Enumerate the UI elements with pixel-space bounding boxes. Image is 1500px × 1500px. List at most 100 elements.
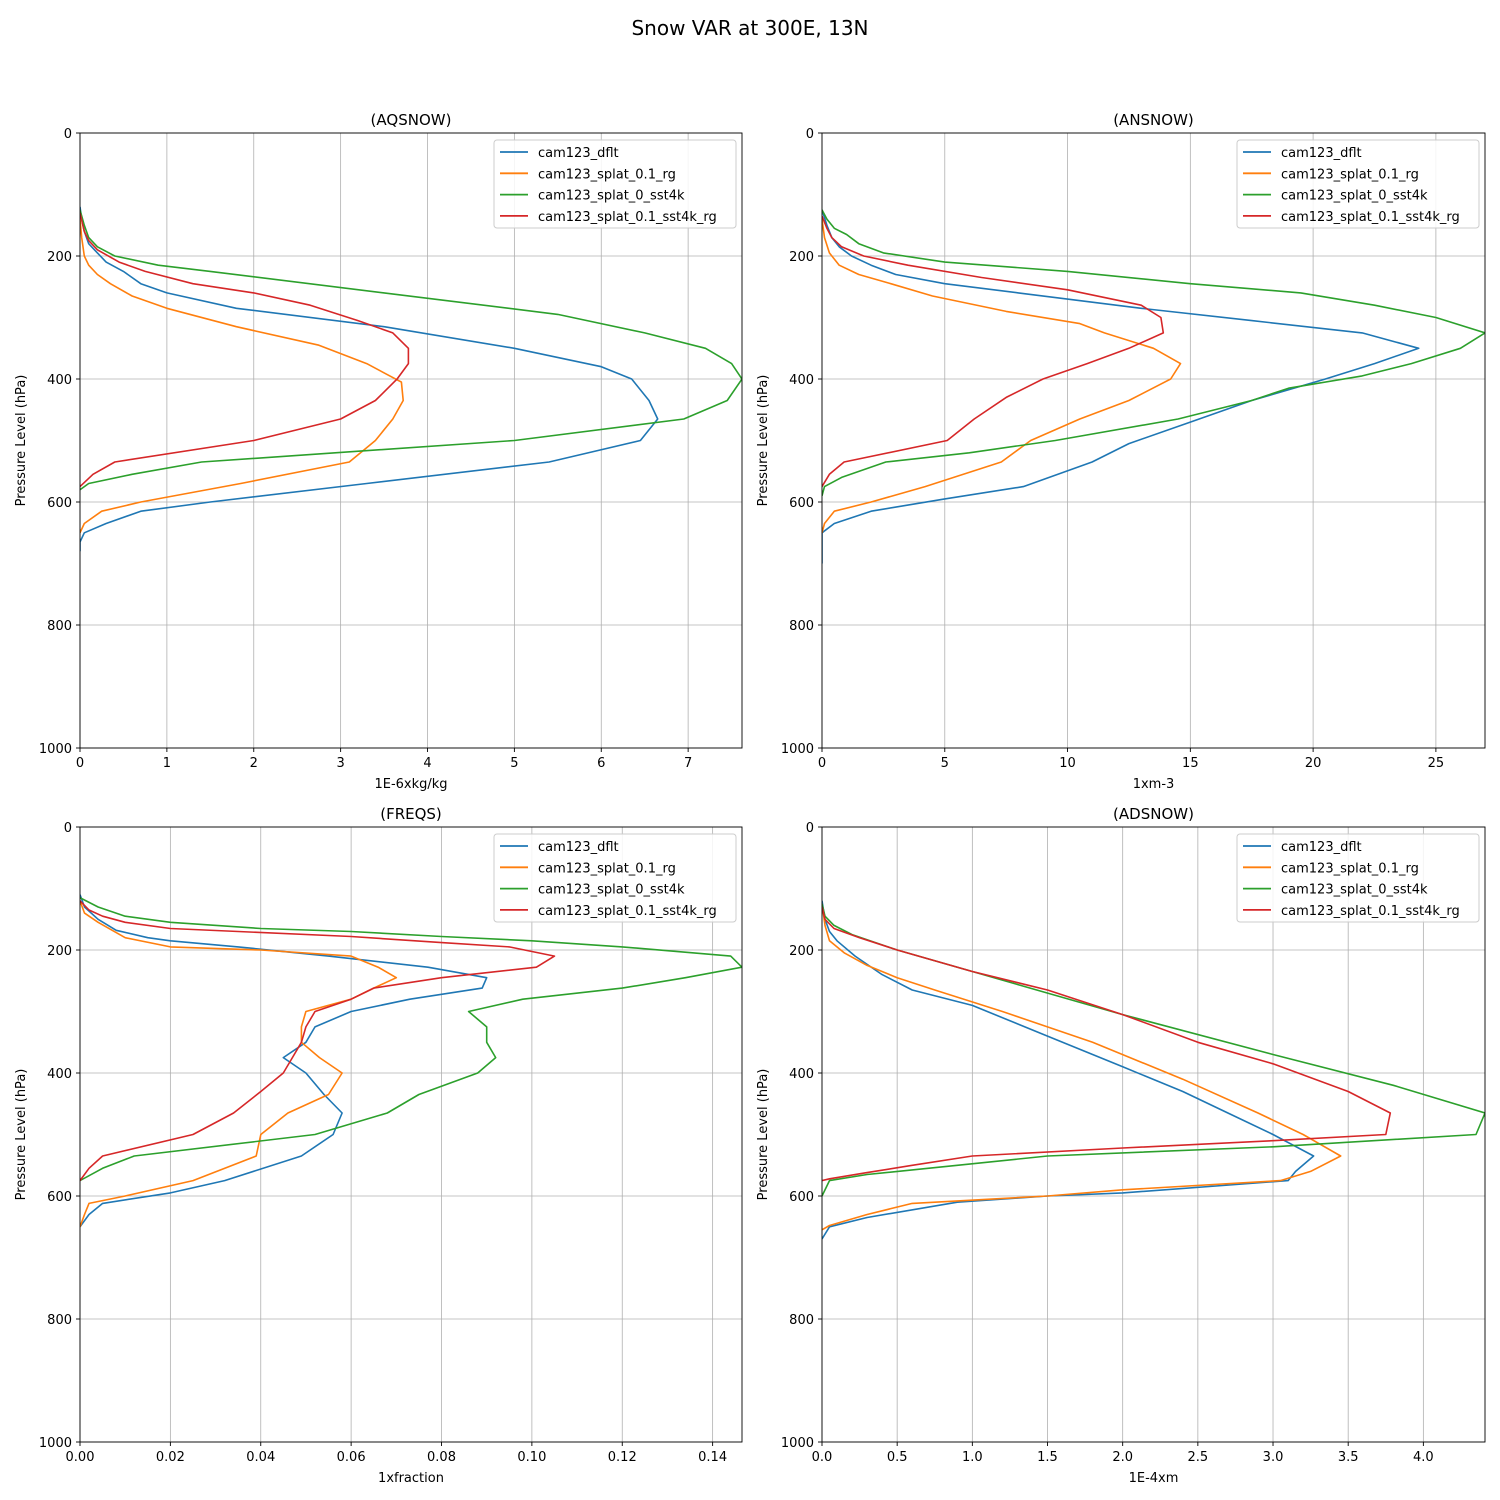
subplot-title: (ADSNOW) <box>1113 805 1194 823</box>
y-axis-label: Pressure Level (hPa) <box>14 1069 29 1201</box>
y-tick-label: 200 <box>789 944 814 959</box>
chart-panel-2: 0 5 10 15 20 25 0 200 400 600 800 1000 (ANSNOW) 1xm-3… <box>756 111 1486 792</box>
y-tick-label: 200 <box>47 944 72 959</box>
x-axis-label: 1xfraction <box>378 1471 444 1486</box>
chart-panel-4: 0.0 0.5 1.0 1.5 2.0 2.5 3.0 3.5 4.0 0 200 400 600 800… <box>756 805 1486 1486</box>
y-tick-label: 800 <box>47 619 72 634</box>
legend-box <box>493 139 737 229</box>
x-tick-label: 0.14 <box>698 1450 727 1465</box>
figure-title: Snow VAR at 300E, 13N <box>631 16 869 40</box>
x-tick-label: 20 <box>1305 756 1322 771</box>
legend-label: cam123_splat_0.1_sst4k_rg <box>538 904 717 919</box>
axes-frame <box>79 826 743 1443</box>
y-tick-label: 1000 <box>781 1436 814 1451</box>
series-line-cam123_splat_0.1_rg <box>80 900 398 1228</box>
subplot-title: (ANSNOW) <box>1113 111 1194 129</box>
axes-frame <box>821 826 1486 1443</box>
series-line-cam123_splat_0.1_sst4k_rg <box>80 212 410 488</box>
y-tick-label: 400 <box>789 373 814 388</box>
x-tick-label: 0 <box>76 756 84 771</box>
legend-label: cam123_splat_0.1_rg <box>1281 167 1419 182</box>
x-tick-label: 1.0 <box>962 1450 983 1465</box>
y-tick-label: 800 <box>789 619 814 634</box>
legend-label: cam123_splat_0_sst4k <box>1281 189 1428 204</box>
x-tick-label: 0.10 <box>517 1450 546 1465</box>
y-tick-label: 0 <box>64 821 72 836</box>
legend-label: cam123_splat_0.1_rg <box>538 861 676 876</box>
x-tick-label: 4 <box>423 756 431 771</box>
y-tick-label: 400 <box>47 1067 72 1082</box>
y-tick-label: 600 <box>789 496 814 511</box>
y-tick-label: 600 <box>47 496 72 511</box>
axes-frame <box>821 132 1486 749</box>
y-tick-label: 200 <box>789 250 814 265</box>
series-line-cam123_splat_0.1_sst4k_rg <box>822 215 1165 488</box>
x-tick-label: 25 <box>1428 756 1445 771</box>
y-tick-label: 400 <box>47 373 72 388</box>
chart-panel-1: 0 1 2 3 4 5 6 7 0 200 400 600 800 1000 (AQSNOW) 1E-6xkg… <box>14 111 743 792</box>
x-tick-label: 0.04 <box>246 1450 275 1465</box>
axes-frame <box>79 132 743 749</box>
series-line-cam123_splat_0_sst4k <box>822 903 1485 1197</box>
x-tick-label: 5 <box>941 756 949 771</box>
y-tick-label: 1000 <box>39 742 72 757</box>
y-axis-label: Pressure Level (hPa) <box>14 375 29 507</box>
legend-label: cam123_splat_0.1_rg <box>1281 861 1419 876</box>
x-tick-label: 1 <box>163 756 171 771</box>
legend-label: cam123_splat_0_sst4k <box>538 883 685 898</box>
x-tick-label: 3.0 <box>1263 1450 1284 1465</box>
y-tick-label: 800 <box>47 1313 72 1328</box>
legend-label: cam123_splat_0.1_sst4k_rg <box>1281 904 1460 919</box>
x-tick-label: 0.12 <box>608 1450 637 1465</box>
legend-label: cam123_splat_0_sst4k <box>1281 883 1428 898</box>
y-tick-label: 800 <box>789 1313 814 1328</box>
legend-label: cam123_dflt <box>1281 146 1362 161</box>
x-tick-label: 2.5 <box>1188 1450 1209 1465</box>
legend-label: cam123_splat_0.1_rg <box>538 167 676 182</box>
x-tick-label: 15 <box>1182 756 1199 771</box>
series-line-cam123_splat_0.1_rg <box>822 903 1342 1231</box>
legend-box <box>1236 139 1480 229</box>
series-line-cam123_splat_0.1_rg <box>80 219 405 534</box>
x-axis-label: 1E-6xkg/kg <box>374 777 447 792</box>
legend-label: cam123_dflt <box>1281 840 1362 855</box>
y-tick-label: 0 <box>64 127 72 142</box>
chart-panel-3: 0.00 0.02 0.04 0.06 0.08 0.10 0.12 0.14 0 200 400 6… <box>14 805 743 1486</box>
y-tick-label: 1000 <box>39 1436 72 1451</box>
y-tick-label: 1000 <box>781 742 814 757</box>
x-tick-label: 6 <box>597 756 605 771</box>
legend-box <box>1236 833 1480 923</box>
x-tick-label: 0.0 <box>812 1450 833 1465</box>
series-line-cam123_splat_0_sst4k <box>80 209 742 491</box>
x-tick-label: 1.5 <box>1037 1450 1058 1465</box>
legend-label: cam123_splat_0_sst4k <box>538 189 685 204</box>
legend: cam123_dflt cam123_splat_0.1_rg cam123_spl… <box>1236 833 1480 923</box>
series-line-cam123_splat_0_sst4k <box>822 209 1485 497</box>
x-tick-label: 7 <box>684 756 692 771</box>
y-tick-label: 400 <box>789 1067 814 1082</box>
series-line-cam123_splat_0.1_sst4k_rg <box>822 906 1392 1182</box>
series-line-cam123_dflt <box>80 206 659 552</box>
series-line-cam123_dflt <box>822 209 1420 564</box>
x-tick-label: 0.00 <box>66 1450 95 1465</box>
x-tick-label: 10 <box>1059 756 1076 771</box>
legend-label: cam123_dflt <box>538 146 619 161</box>
series-line-cam123_splat_0_sst4k <box>80 896 742 1182</box>
x-axis-label: 1xm-3 <box>1133 777 1175 792</box>
x-axis-label: 1E-4xm <box>1129 1471 1179 1486</box>
subplot-title: (FREQS) <box>380 805 442 823</box>
y-tick-label: 200 <box>47 250 72 265</box>
y-tick-label: 0 <box>806 127 814 142</box>
x-tick-label: 3 <box>336 756 344 771</box>
series-line-cam123_dflt <box>822 900 1315 1240</box>
x-tick-label: 0.02 <box>156 1450 185 1465</box>
y-tick-label: 0 <box>806 821 814 836</box>
series-line-cam123_splat_0.1_rg <box>822 218 1182 534</box>
series-line-cam123_splat_0.1_sst4k_rg <box>80 900 556 1182</box>
legend: cam123_dflt cam123_splat_0.1_rg cam123_spl… <box>1236 139 1480 229</box>
x-tick-label: 4.0 <box>1413 1450 1434 1465</box>
y-axis-label: Pressure Level (hPa) <box>756 375 771 507</box>
x-tick-label: 0.5 <box>887 1450 908 1465</box>
